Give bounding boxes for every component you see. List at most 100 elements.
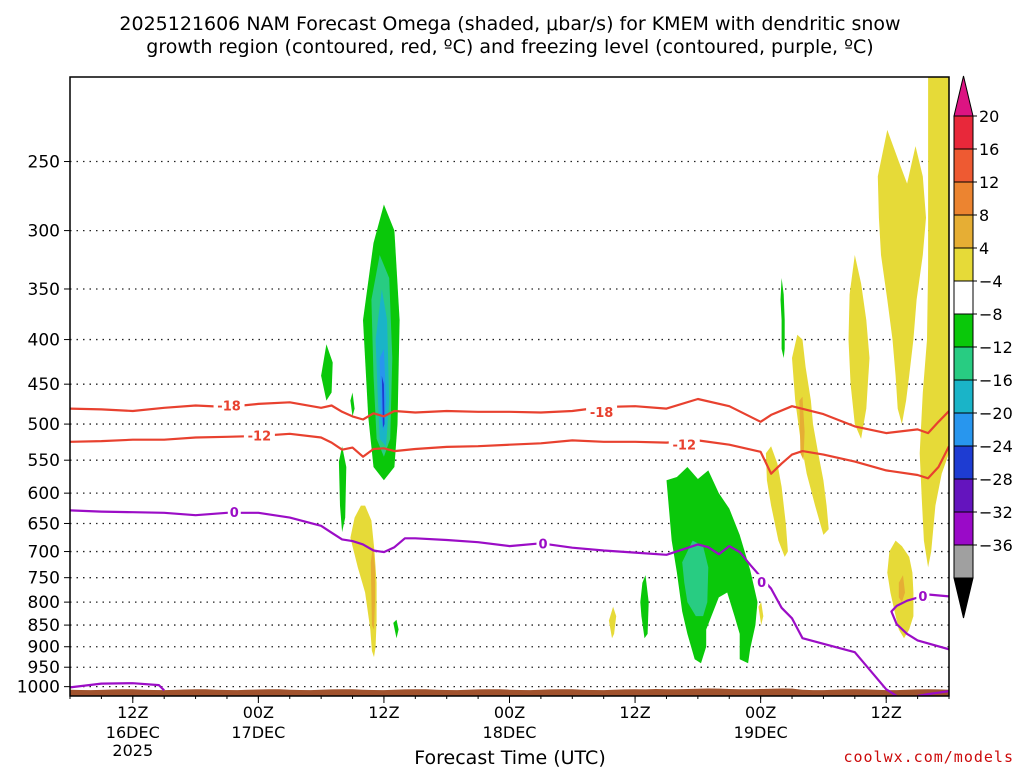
terrain-surface [70, 688, 949, 696]
y-tick-label: 350 [28, 280, 60, 300]
x-tick-label: 00Z [243, 703, 274, 722]
y-tick-label: 400 [28, 331, 60, 351]
x-tick-label: 18DEC [483, 723, 537, 742]
colorbar-label: −28 [979, 470, 1013, 489]
colorbar-label: −8 [979, 305, 1003, 324]
rising-motion-region-12 [640, 575, 649, 639]
y-tick-label: 250 [28, 153, 60, 173]
chart-title-line2: growth region (contoured, red, ºC) and f… [146, 36, 873, 58]
rising-motion-region-7 [350, 392, 355, 417]
colorbar-label: 16 [979, 140, 999, 159]
x-tick-label: 16DEC [106, 723, 160, 742]
isotherm-label-bg [916, 587, 930, 603]
colorbar-label: 8 [979, 206, 989, 225]
isotherm-label-bg [586, 403, 618, 419]
omega-shading [321, 77, 949, 664]
colorbar-label: 4 [979, 239, 989, 258]
y-tick-label: 700 [28, 543, 60, 563]
x-tick-label: 12Z [117, 703, 148, 722]
x-tick-label: 12Z [871, 703, 902, 722]
x-tick-label: 00Z [494, 703, 525, 722]
x-axis-title: Forecast Time (UTC) [414, 747, 605, 768]
isotherm-label-bg [227, 504, 241, 520]
rising-motion-region-13 [735, 554, 745, 603]
isotherm-label-bg [755, 574, 769, 590]
y-tick-label: 950 [28, 658, 60, 678]
x-tick-label: 17DEC [231, 723, 285, 742]
colorbar-label: −4 [979, 272, 1003, 291]
rising-motion-region-6 [338, 446, 347, 533]
isotherm-label: -12 [248, 429, 272, 444]
x-tick-label: 12Z [619, 703, 650, 722]
colorbar-swatch [953, 181, 974, 216]
rising-motion-region-8 [393, 619, 399, 639]
colorbar-swatch [953, 511, 974, 546]
credit-text: coolwx.com/models [843, 748, 1014, 766]
colorbar-label: −20 [979, 404, 1013, 423]
colorbar-swatch [953, 148, 974, 183]
isotherm-label: -18 [217, 399, 241, 414]
colorbar-swatch [953, 544, 974, 579]
colorbar-swatch [953, 313, 974, 348]
sinking-motion-region-1 [370, 546, 375, 630]
colorbar-swatch [953, 445, 974, 480]
colorbar-label: 12 [979, 173, 999, 192]
colorbar-label: −24 [979, 437, 1013, 456]
sinking-motion-region-11 [898, 575, 905, 603]
colorbar-swatch [953, 280, 974, 315]
colorbar-swatch [953, 115, 974, 150]
y-tick-label: 800 [28, 593, 60, 613]
y-tick-label: 550 [28, 451, 60, 471]
colorbar: 20 16 12 8 4 −4 −8 −12 −16 −20 −24 −28 −32 −36 [953, 75, 1013, 619]
rising-motion-region-4 [381, 375, 385, 428]
isotherm-label: -18 [590, 406, 614, 421]
colorbar-label: −36 [979, 536, 1013, 555]
rising-motion-region-10 [666, 467, 758, 664]
isotherm-label: 0 [538, 537, 547, 552]
y-tick-label: 450 [28, 375, 60, 395]
sinking-motion-region-9 [919, 77, 949, 568]
isotherm-line-0 [70, 397, 949, 435]
sinking-motion-region-8 [877, 129, 926, 425]
colorbar-label: −16 [979, 371, 1013, 390]
colorbar-swatch [953, 247, 974, 282]
colorbar-label: 20 [979, 107, 999, 126]
colorbar-swatch [953, 346, 974, 381]
chart-title-line1: 2025121606 NAM Forecast Omega (shaded, μ… [119, 13, 900, 35]
isotherm-label: -12 [673, 439, 697, 454]
y-tick-label: 500 [28, 415, 60, 435]
isotherm-label-bg [668, 436, 700, 452]
sinking-motion-region-6 [799, 396, 805, 461]
colorbar-label: −12 [979, 338, 1013, 357]
temperature-contours: -18 -18 -12 -12 0 0 0 0 [70, 397, 949, 696]
x-tick-label: 00Z [745, 703, 776, 722]
y-axis: 2503003504004505005506006507007508008509… [17, 153, 70, 698]
colorbar-swatch [953, 214, 974, 249]
x-tick-label: 2025 [112, 741, 153, 760]
colorbar-swatch [953, 478, 974, 513]
y-tick-label: 300 [28, 222, 60, 242]
isotherm-label-bg [536, 535, 550, 551]
y-tick-label: 750 [28, 569, 60, 589]
colorbar-swatch [953, 412, 974, 447]
colorbar-bottom-arrow [953, 577, 974, 619]
y-tick-label: 1000 [17, 678, 60, 698]
sinking-motion-region-7 [848, 255, 870, 439]
rising-motion-region-11 [682, 540, 709, 617]
terrain [70, 688, 949, 696]
isotherm-label: 0 [918, 590, 927, 605]
sinking-motion-region-3 [758, 602, 764, 626]
x-tick-label: 19DEC [734, 723, 788, 742]
colorbar-label: −32 [979, 503, 1013, 522]
y-tick-label: 850 [28, 616, 60, 636]
isotherm-label: 0 [757, 576, 766, 591]
rising-motion-region-9 [780, 278, 785, 358]
isotherm-label-bg [213, 397, 245, 413]
isotherm-label-bg [243, 427, 275, 443]
x-tick-label: 12Z [368, 703, 399, 722]
isotherm-label: 0 [230, 506, 239, 521]
sinking-motion-region-2 [608, 606, 617, 639]
y-tick-label: 650 [28, 514, 60, 534]
